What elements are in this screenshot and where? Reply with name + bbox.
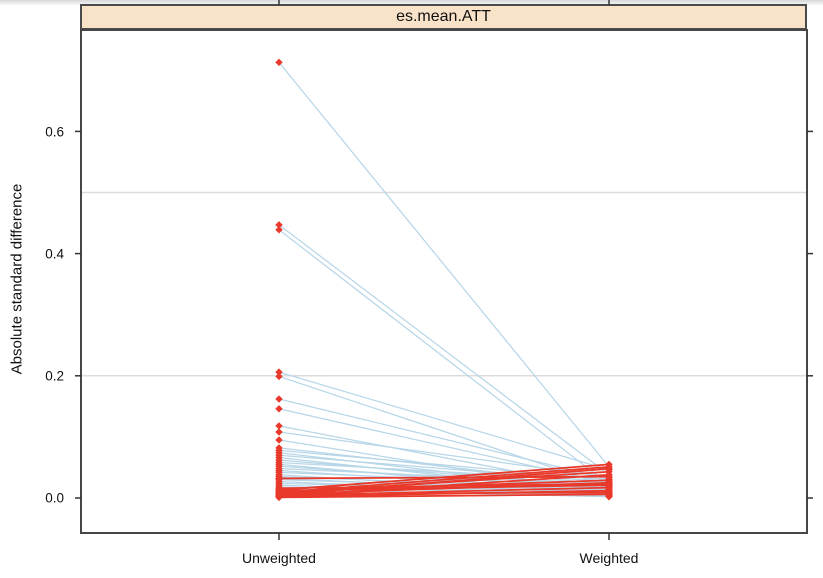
window-top-edge <box>0 0 823 5</box>
strip-title: es.mean.ATT <box>396 8 491 25</box>
y-tick-label-0.0: 0.0 <box>45 490 64 506</box>
x-category-label-weighted: Weighted <box>579 550 639 566</box>
y-tick-label-0.6: 0.6 <box>45 124 64 140</box>
y-tick-label-0.4: 0.4 <box>45 246 64 262</box>
y-axis-title: Absolute standard difference <box>8 183 26 375</box>
x-category-label-unweighted: Unweighted <box>242 550 316 566</box>
y-tick-label-0.2: 0.2 <box>45 368 64 384</box>
